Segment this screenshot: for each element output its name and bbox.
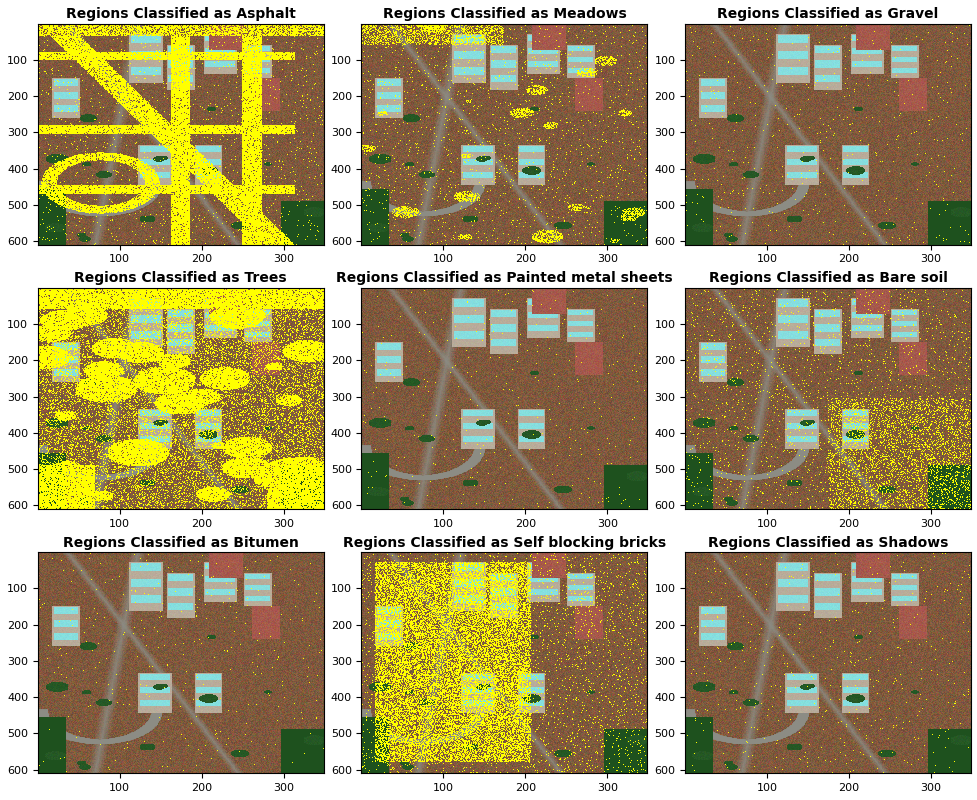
Title: Regions Classified as Bare soil: Regions Classified as Bare soil bbox=[708, 271, 947, 286]
Title: Regions Classified as Asphalt: Regions Classified as Asphalt bbox=[65, 7, 295, 21]
Title: Regions Classified as Self blocking bricks: Regions Classified as Self blocking bric… bbox=[343, 536, 665, 550]
Title: Regions Classified as Shadows: Regions Classified as Shadows bbox=[707, 536, 948, 550]
Title: Regions Classified as Meadows: Regions Classified as Meadows bbox=[382, 7, 625, 21]
Title: Regions Classified as Gravel: Regions Classified as Gravel bbox=[717, 7, 938, 21]
Title: Regions Classified as Bitumen: Regions Classified as Bitumen bbox=[63, 536, 298, 550]
Title: Regions Classified as Painted metal sheets: Regions Classified as Painted metal shee… bbox=[336, 271, 672, 286]
Title: Regions Classified as Trees: Regions Classified as Trees bbox=[74, 271, 287, 286]
